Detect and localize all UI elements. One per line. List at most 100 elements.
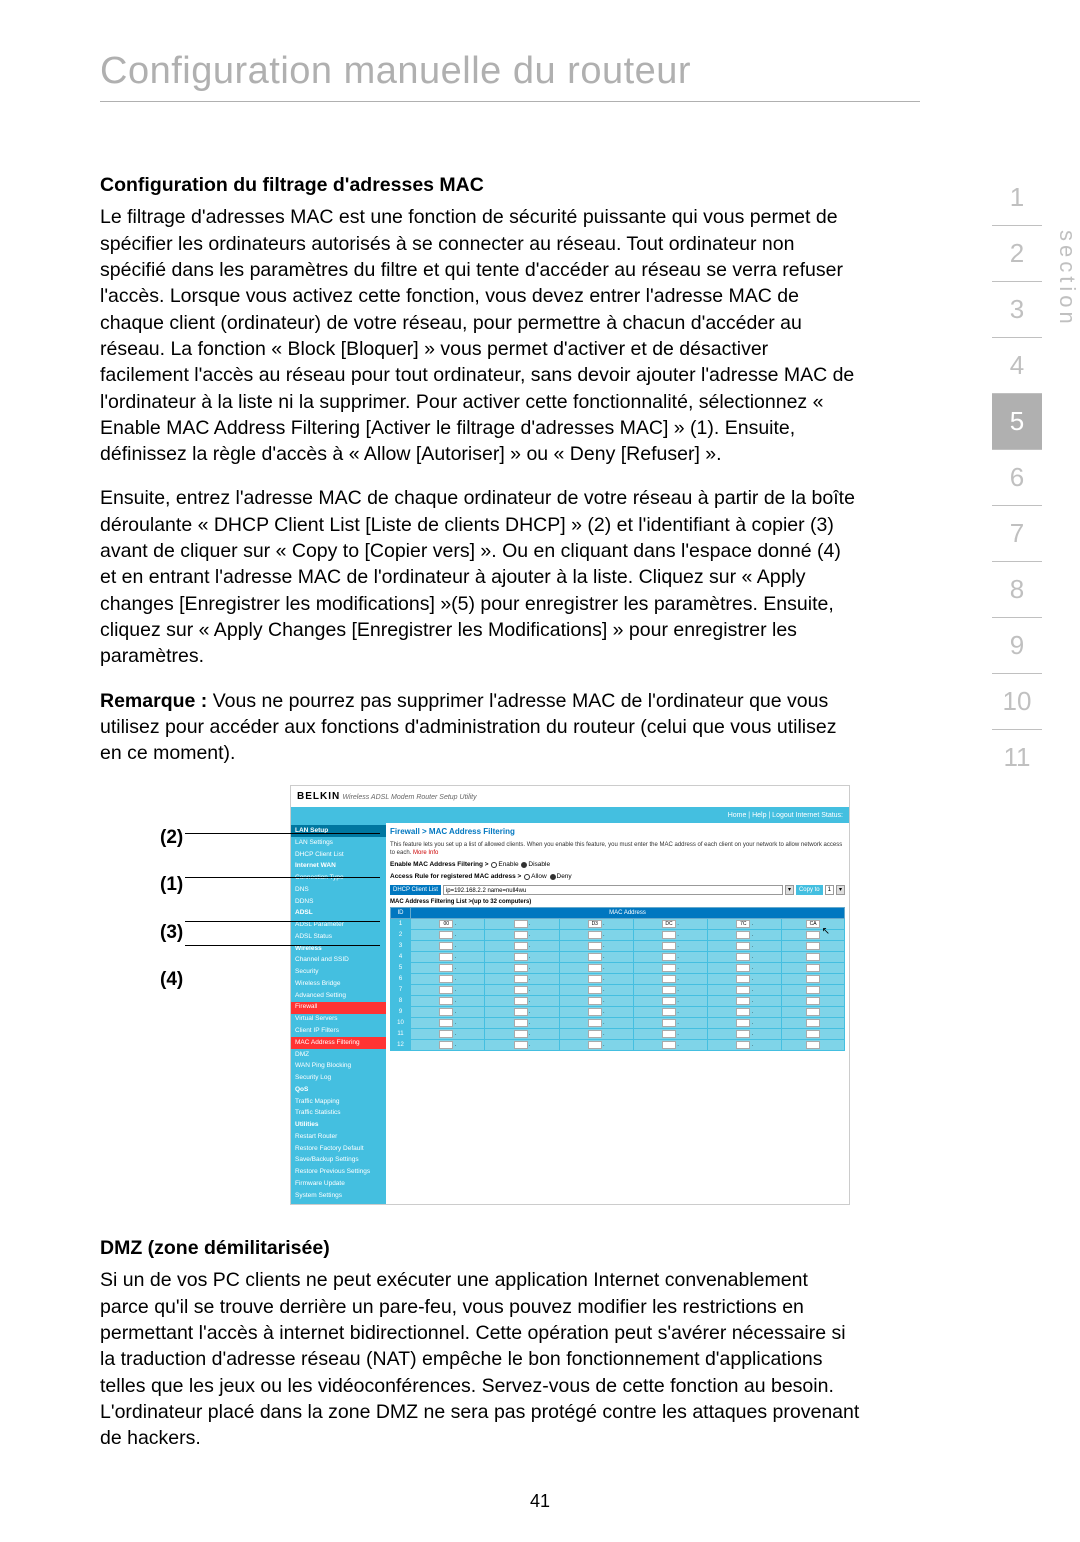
mac-input[interactable] xyxy=(514,975,528,983)
sidebar-item[interactable]: Traffic Mapping xyxy=(291,1096,386,1108)
mac-input[interactable] xyxy=(736,1008,750,1016)
mac-input[interactable] xyxy=(662,997,676,1005)
section-nav-3[interactable]: 3 xyxy=(992,282,1042,338)
sidebar-item[interactable]: ADSL xyxy=(291,908,386,920)
mac-input[interactable] xyxy=(439,1030,453,1038)
mac-input[interactable] xyxy=(806,1041,820,1049)
mac-input[interactable] xyxy=(806,986,820,994)
mac-input[interactable] xyxy=(806,964,820,972)
mac-input[interactable] xyxy=(439,920,453,928)
section-nav-1[interactable]: 1 xyxy=(992,170,1042,226)
mac-input[interactable] xyxy=(662,942,676,950)
mac-input[interactable] xyxy=(439,964,453,972)
mac-input[interactable] xyxy=(588,942,602,950)
mac-input[interactable] xyxy=(514,953,528,961)
mac-input[interactable] xyxy=(439,1041,453,1049)
mac-input[interactable] xyxy=(662,986,676,994)
section-nav-2[interactable]: 2 xyxy=(992,226,1042,282)
deny-radio[interactable] xyxy=(550,874,556,880)
mac-input[interactable] xyxy=(588,986,602,994)
sidebar-item[interactable]: Channel and SSID xyxy=(291,955,386,967)
sidebar-item[interactable]: Restart Router xyxy=(291,1131,386,1143)
mac-input[interactable] xyxy=(439,975,453,983)
sidebar-item[interactable]: DMZ xyxy=(291,1049,386,1061)
copy-index-dropdown[interactable]: ▾ xyxy=(836,885,845,895)
sidebar-item[interactable]: Utilities xyxy=(291,1120,386,1132)
sidebar-item[interactable]: DHCP Client List xyxy=(291,849,386,861)
sidebar-item[interactable]: Client IP Filters xyxy=(291,1026,386,1038)
mac-input[interactable] xyxy=(514,986,528,994)
sidebar-item[interactable]: QoS xyxy=(291,1084,386,1096)
mac-input[interactable] xyxy=(588,1019,602,1027)
mac-input[interactable] xyxy=(588,920,602,928)
sidebar-item[interactable]: DNS xyxy=(291,884,386,896)
mac-input[interactable] xyxy=(439,1008,453,1016)
section-nav-5[interactable]: 5 xyxy=(992,394,1042,450)
section-nav-4[interactable]: 4 xyxy=(992,338,1042,394)
mac-input[interactable] xyxy=(736,931,750,939)
sidebar-item[interactable]: Firmware Update xyxy=(291,1178,386,1190)
mac-input[interactable] xyxy=(736,975,750,983)
mac-input[interactable] xyxy=(439,942,453,950)
sidebar-item[interactable]: Security xyxy=(291,967,386,979)
sidebar-item[interactable]: Restore Factory Default xyxy=(291,1143,386,1155)
mac-input[interactable] xyxy=(514,997,528,1005)
section-nav-9[interactable]: 9 xyxy=(992,618,1042,674)
mac-input[interactable] xyxy=(588,1030,602,1038)
mac-input[interactable] xyxy=(514,964,528,972)
copy-index-select[interactable]: 1 xyxy=(825,885,834,895)
mac-input[interactable] xyxy=(514,931,528,939)
sidebar-item[interactable]: Security Log xyxy=(291,1073,386,1085)
mac-input[interactable] xyxy=(439,986,453,994)
mac-input[interactable] xyxy=(662,1019,676,1027)
mac-input[interactable] xyxy=(736,920,750,928)
mac-input[interactable] xyxy=(662,1030,676,1038)
sidebar-item[interactable]: Traffic Statistics xyxy=(291,1108,386,1120)
sidebar-item[interactable]: WAN Ping Blocking xyxy=(291,1061,386,1073)
sidebar-item[interactable]: MAC Address Filtering xyxy=(291,1037,386,1049)
mac-input[interactable] xyxy=(806,920,820,928)
section-nav-10[interactable]: 10 xyxy=(992,674,1042,730)
sidebar-item[interactable]: Firewall xyxy=(291,1002,386,1014)
mac-input[interactable] xyxy=(662,964,676,972)
sidebar-item[interactable]: Advanced Setting xyxy=(291,990,386,1002)
mac-input[interactable] xyxy=(662,953,676,961)
sidebar-item[interactable]: Restore Previous Settings xyxy=(291,1167,386,1179)
router-topbar[interactable]: Home | Help | Logout Internet Status: xyxy=(291,809,849,822)
mac-input[interactable] xyxy=(439,997,453,1005)
section-nav-7[interactable]: 7 xyxy=(992,506,1042,562)
mac-input[interactable] xyxy=(736,997,750,1005)
mac-input[interactable] xyxy=(736,942,750,950)
mac-input[interactable] xyxy=(736,1030,750,1038)
sidebar-item[interactable]: Virtual Servers xyxy=(291,1014,386,1026)
mac-input[interactable] xyxy=(588,1041,602,1049)
mac-input[interactable] xyxy=(588,997,602,1005)
mac-input[interactable] xyxy=(514,1008,528,1016)
sidebar-item[interactable]: LAN Settings xyxy=(291,837,386,849)
mac-input[interactable] xyxy=(588,975,602,983)
mac-input[interactable] xyxy=(439,1019,453,1027)
mac-input[interactable] xyxy=(588,964,602,972)
sidebar-item[interactable]: DDNS xyxy=(291,896,386,908)
mac-input[interactable] xyxy=(588,953,602,961)
more-info-link[interactable]: More Info xyxy=(413,850,438,856)
sidebar-item[interactable]: Save/Backup Settings xyxy=(291,1155,386,1167)
sidebar-item[interactable]: Wireless Bridge xyxy=(291,978,386,990)
section-nav-6[interactable]: 6 xyxy=(992,450,1042,506)
mac-input[interactable] xyxy=(736,986,750,994)
mac-input[interactable] xyxy=(439,931,453,939)
copy-to-button[interactable]: Copy to xyxy=(796,885,823,895)
mac-input[interactable] xyxy=(736,1041,750,1049)
mac-input[interactable] xyxy=(588,931,602,939)
mac-input[interactable] xyxy=(514,1041,528,1049)
mac-input[interactable] xyxy=(806,931,820,939)
mac-input[interactable] xyxy=(806,942,820,950)
allow-radio[interactable] xyxy=(524,874,530,880)
mac-input[interactable] xyxy=(736,964,750,972)
dhcp-dropdown[interactable]: ▾ xyxy=(785,885,794,895)
mac-input[interactable] xyxy=(806,1019,820,1027)
mac-input[interactable] xyxy=(662,931,676,939)
mac-input[interactable] xyxy=(736,953,750,961)
mac-input[interactable] xyxy=(806,1030,820,1038)
dhcp-client-list-button[interactable]: DHCP Client List xyxy=(390,885,441,895)
